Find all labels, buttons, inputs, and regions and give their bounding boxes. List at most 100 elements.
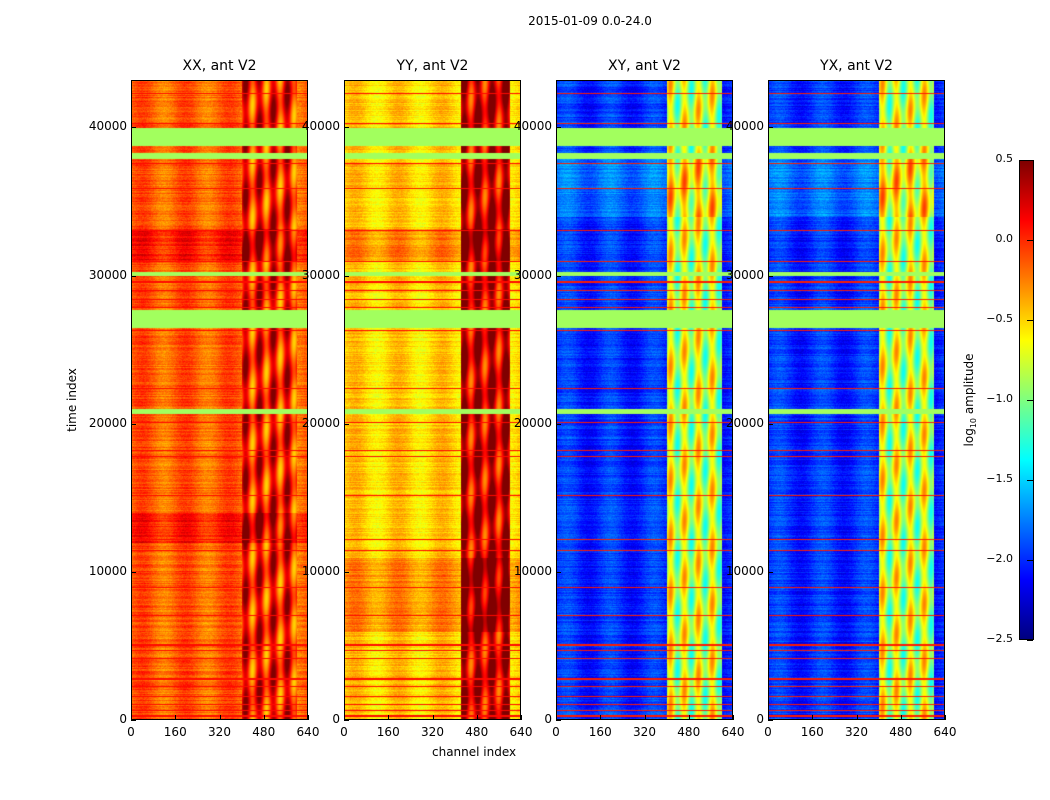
y-tick-label: 20000 xyxy=(513,415,552,430)
y-tick-mark xyxy=(768,127,773,129)
x-tick-mark xyxy=(131,715,132,720)
colorbar-tick-label: 0.0 xyxy=(995,232,1014,245)
y-tick-mark xyxy=(768,275,773,277)
plot-frame xyxy=(556,80,733,720)
x-tick-label: 160 xyxy=(588,725,612,739)
y-tick-mark xyxy=(556,275,561,277)
y-tick-label: 30000 xyxy=(513,267,552,282)
y-tick-mark xyxy=(131,423,136,425)
y-tick-label: 20000 xyxy=(301,415,340,430)
colorbar-tick-mark xyxy=(1027,320,1033,321)
heatmap-image xyxy=(556,80,733,720)
y-tick-label: 30000 xyxy=(88,267,127,282)
y-tick-label: 0 xyxy=(756,712,764,726)
x-tick-mark xyxy=(812,715,814,720)
heatmap-image xyxy=(131,80,308,720)
y-tick-mark xyxy=(556,423,561,425)
x-tick-mark xyxy=(644,715,646,720)
y-tick-mark xyxy=(768,423,773,425)
x-tick-label: 320 xyxy=(421,725,444,739)
colorbar-tick-label: −1.0 xyxy=(986,392,1013,405)
colorbar-tick-mark xyxy=(1027,400,1033,401)
y-tick-mark xyxy=(344,571,349,573)
colorbar-tick-label: −0.5 xyxy=(986,312,1013,325)
x-tick-label: 480 xyxy=(252,725,276,739)
x-tick-label: 160 xyxy=(800,725,824,739)
x-tick-mark xyxy=(688,715,690,720)
y-tick-label: 10000 xyxy=(725,563,764,578)
y-tick-mark xyxy=(768,720,773,721)
colorbar-tick-mark xyxy=(1027,640,1033,641)
colorbar-tick-label: −2.5 xyxy=(986,632,1013,645)
x-tick-mark xyxy=(263,715,265,720)
x-tick-label: 640 xyxy=(933,725,957,739)
x-tick-mark xyxy=(432,715,434,720)
y-tick-mark xyxy=(344,423,349,425)
colorbar-tick-label: −2.0 xyxy=(986,552,1013,565)
heatmap-panel: YX, ant V2 xyxy=(768,58,945,720)
x-tick-label: 640 xyxy=(721,725,745,739)
x-tick-mark xyxy=(945,715,946,720)
y-tick-mark xyxy=(344,720,349,721)
x-tick-label: 160 xyxy=(376,725,400,739)
y-tick-mark xyxy=(344,275,349,277)
y-tick-label: 10000 xyxy=(513,563,552,578)
x-tick-label: 0 xyxy=(127,725,135,739)
panel-title: XX, ant V2 xyxy=(182,58,257,74)
colorbar-tick-label: 0.5 xyxy=(995,152,1014,165)
panel-title: YY, ant V2 xyxy=(396,58,469,74)
x-tick-mark xyxy=(768,715,769,720)
x-axis-label: channel index xyxy=(432,745,517,759)
figure-title: 2015-01-09 0.0-24.0 xyxy=(528,14,652,28)
colorbar-tick-mark xyxy=(1027,160,1033,161)
x-tick-label: 320 xyxy=(845,725,868,739)
y-tick-mark xyxy=(131,127,136,129)
x-tick-mark xyxy=(900,715,902,720)
heatmap-panel: XX, ant V2 xyxy=(131,58,308,720)
x-tick-mark xyxy=(388,715,390,720)
y-tick-label: 20000 xyxy=(88,415,127,430)
y-tick-mark xyxy=(556,571,561,573)
x-tick-label: 480 xyxy=(465,725,489,739)
y-tick-label: 40000 xyxy=(88,119,127,134)
y-tick-mark xyxy=(556,127,561,129)
y-tick-label: 0 xyxy=(332,712,340,726)
colorbar-tick-mark xyxy=(1027,240,1033,241)
x-tick-label: 0 xyxy=(764,725,772,739)
y-tick-label: 40000 xyxy=(725,119,764,134)
colorbar-tick-label: −1.5 xyxy=(986,472,1013,485)
y-tick-label: 0 xyxy=(119,712,127,726)
y-tick-mark xyxy=(131,571,136,573)
x-tick-mark xyxy=(344,715,345,720)
panel-title: YX, ant V2 xyxy=(820,58,893,74)
x-tick-mark xyxy=(856,715,858,720)
heatmap-panel: YY, ant V2 xyxy=(344,58,521,720)
panel-title: XY, ant V2 xyxy=(608,58,681,74)
plot-frame xyxy=(131,80,308,720)
x-tick-mark xyxy=(733,715,734,720)
y-tick-label: 40000 xyxy=(301,119,340,134)
x-tick-label: 640 xyxy=(509,725,533,739)
heatmap-image xyxy=(344,80,521,720)
y-tick-label: 10000 xyxy=(301,563,340,578)
x-tick-mark xyxy=(476,715,478,720)
x-tick-mark xyxy=(556,715,557,720)
y-tick-label: 0 xyxy=(544,712,552,726)
colorbar xyxy=(1019,160,1034,640)
y-tick-mark xyxy=(556,720,561,721)
x-tick-mark xyxy=(521,715,522,720)
plot-frame xyxy=(344,80,521,720)
y-tick-label: 40000 xyxy=(513,119,552,134)
x-tick-mark xyxy=(219,715,221,720)
x-tick-label: 480 xyxy=(889,725,913,739)
x-tick-mark xyxy=(175,715,177,720)
x-tick-label: 480 xyxy=(677,725,701,739)
plot-frame xyxy=(768,80,945,720)
x-tick-label: 320 xyxy=(633,725,656,739)
y-tick-mark xyxy=(131,275,136,277)
x-tick-label: 0 xyxy=(552,725,560,739)
x-tick-label: 320 xyxy=(208,725,231,739)
y-tick-label: 30000 xyxy=(725,267,764,282)
colorbar-tick-mark xyxy=(1027,560,1033,561)
